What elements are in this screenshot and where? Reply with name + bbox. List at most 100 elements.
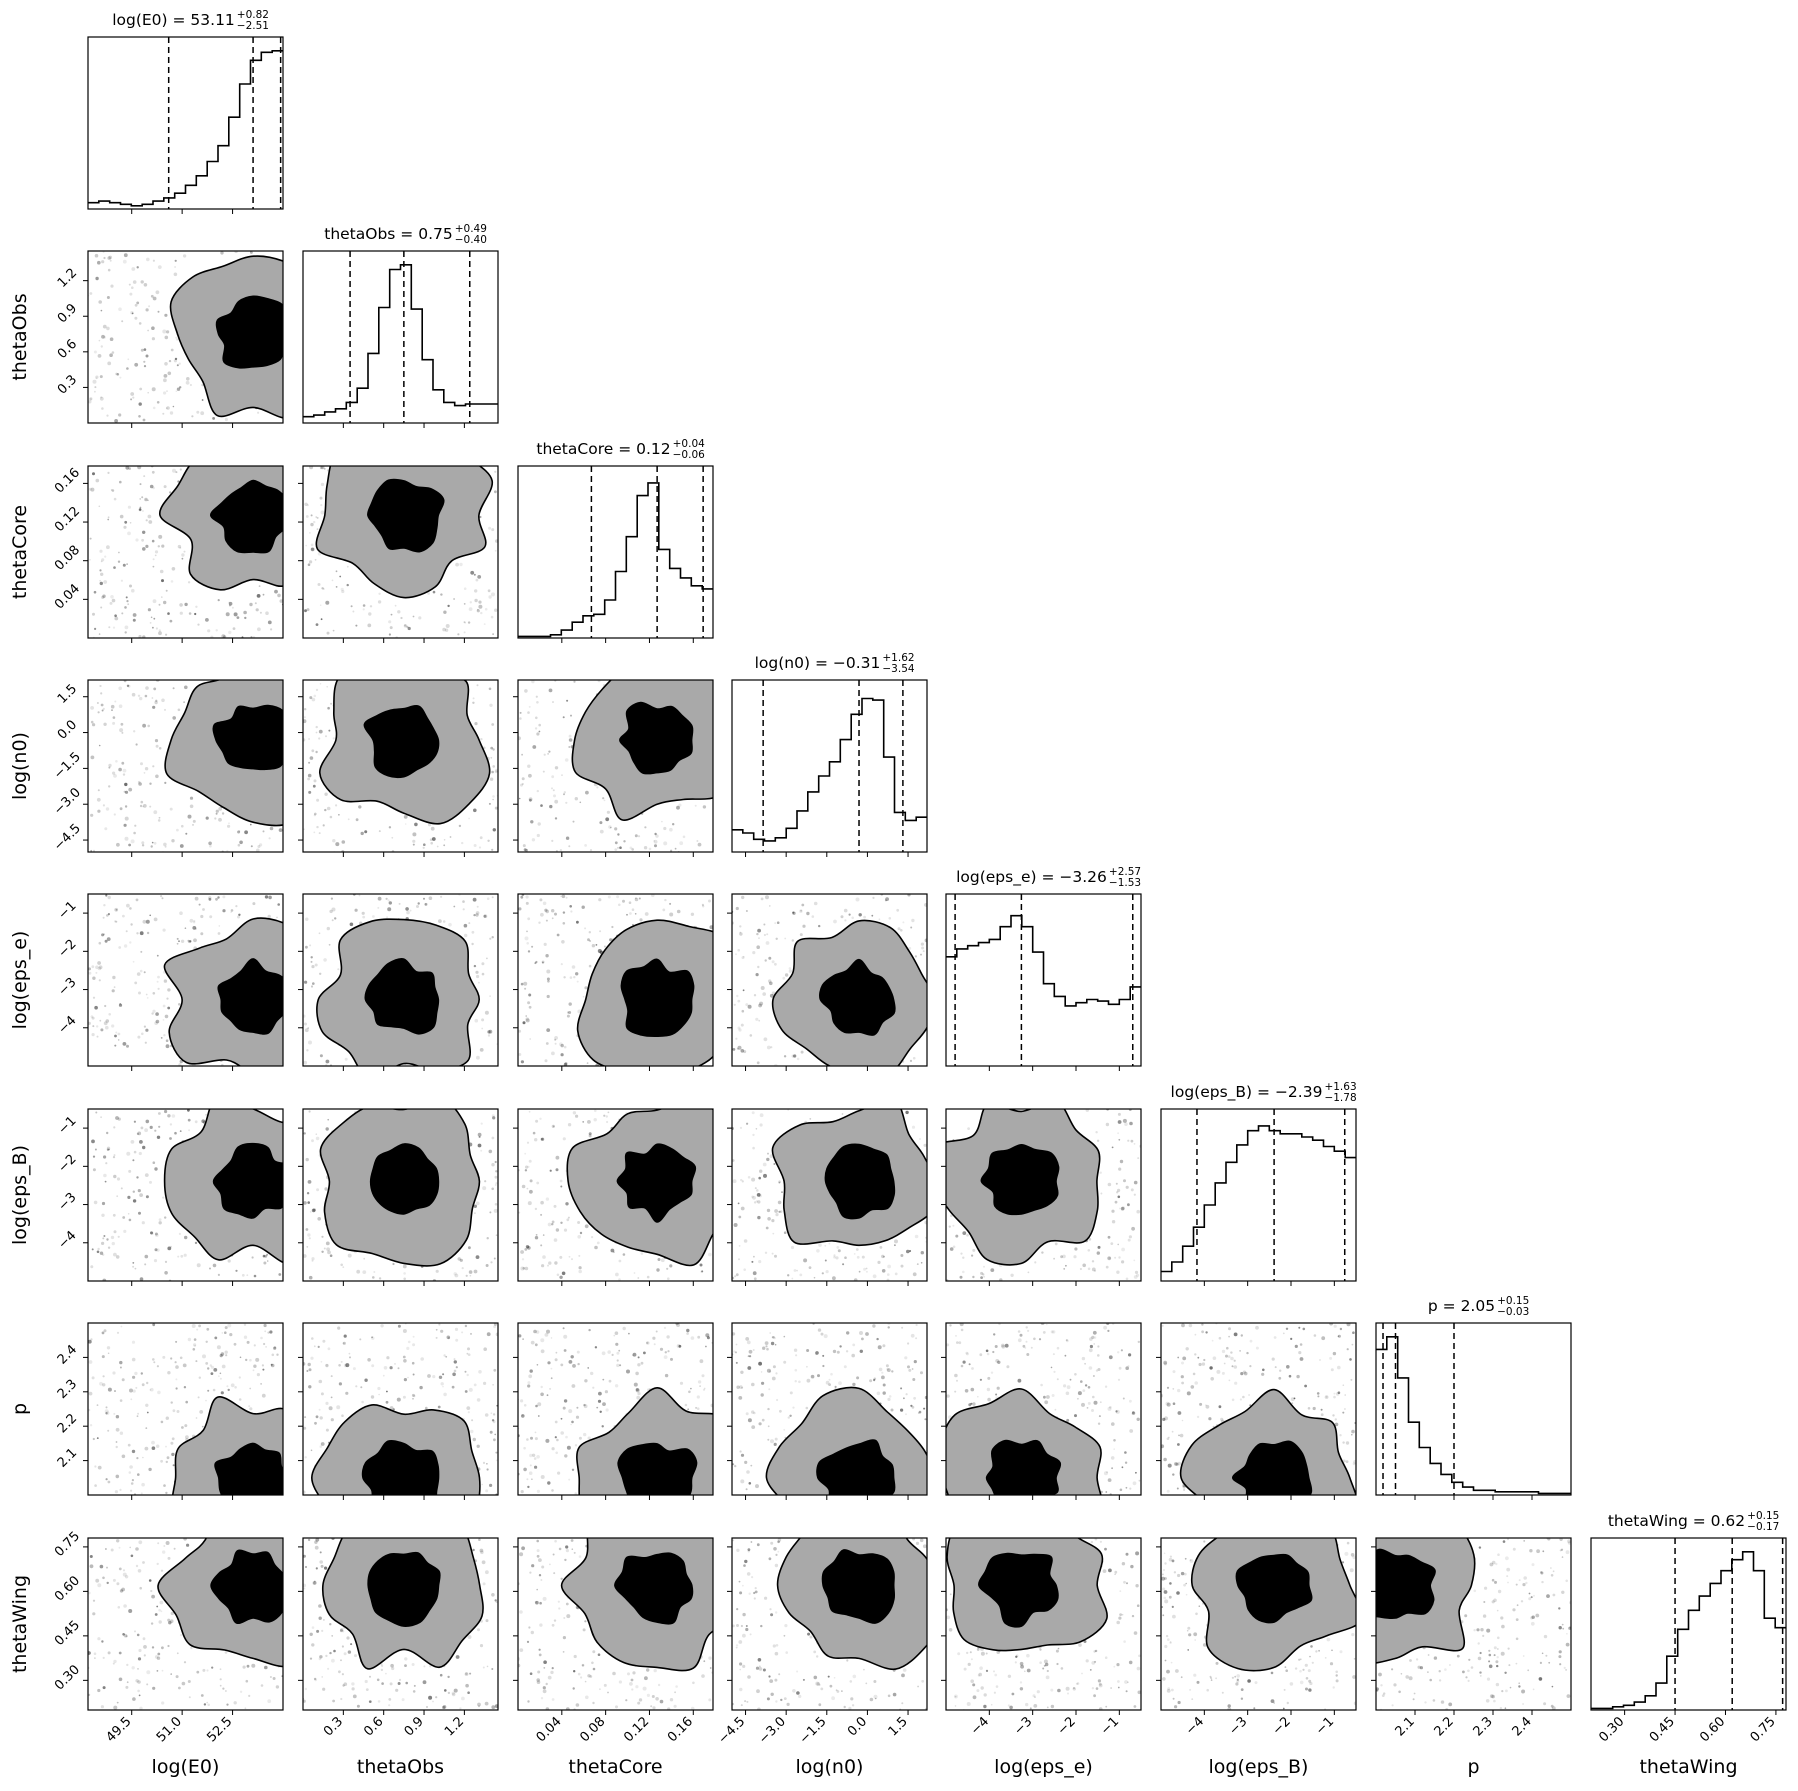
sample-point [487, 1030, 491, 1034]
sample-point [92, 379, 97, 384]
contour-panel-log(n0)-vs-thetaCore [513, 679, 714, 857]
sample-point [196, 1263, 201, 1268]
sample-point [224, 1350, 228, 1354]
sample-point [447, 604, 450, 608]
y-tick-label-thetaCore: 0.04 [52, 581, 83, 612]
sample-point [531, 838, 536, 842]
sample-point [428, 896, 433, 900]
sample-point [835, 1256, 839, 1260]
sample-point [525, 1165, 529, 1169]
sample-point [164, 708, 166, 711]
sample-point [124, 782, 128, 787]
sample-point [529, 798, 532, 802]
sample-point [733, 1003, 736, 1006]
sample-point [551, 909, 555, 913]
sample-point [163, 842, 167, 847]
sample-point [483, 914, 487, 918]
sample-point [745, 1003, 749, 1007]
sample-point [325, 1401, 329, 1405]
contour-panel-p-vs-log(E0): 2.12.22.32.4 [55, 1322, 284, 1500]
sample-point [163, 374, 168, 378]
sample-point [179, 611, 183, 615]
sample-point [166, 390, 168, 392]
sample-point [800, 909, 803, 912]
sample-point [219, 1372, 222, 1375]
sample-point [185, 380, 190, 385]
sample-point [529, 1453, 533, 1458]
axes-frame [945, 893, 1142, 1067]
sample-point [130, 839, 135, 844]
sample-point [315, 731, 318, 734]
sample-point [614, 1331, 619, 1335]
sample-point [563, 791, 566, 794]
sample-point [189, 796, 194, 800]
sample-point [595, 944, 598, 946]
sample-point [491, 770, 494, 774]
sample-point [479, 1048, 484, 1052]
sample-point [887, 1273, 890, 1276]
sample-point [949, 1247, 954, 1251]
y-tick-label-log(n0): −4.5 [51, 821, 84, 854]
sample-point [737, 1202, 740, 1205]
sample-point [371, 1336, 375, 1340]
sample-point [137, 1189, 141, 1193]
sample-point [131, 1340, 136, 1344]
sample-point [217, 1273, 220, 1276]
sample-point [548, 688, 553, 693]
title-thetaCore: thetaCore = 0.12 [536, 440, 670, 458]
sample-point [228, 604, 231, 607]
sample-point [760, 986, 765, 990]
sample-point [194, 1241, 198, 1245]
sample-point [115, 920, 118, 923]
sample-point [524, 987, 527, 990]
sample-point [390, 613, 393, 616]
sample-point [669, 912, 674, 917]
sample-point [472, 697, 475, 700]
sample-point [1116, 1270, 1120, 1274]
sample-point [464, 933, 468, 938]
sample-point [136, 972, 141, 976]
sample-point [788, 967, 792, 970]
sample-point [115, 1116, 119, 1120]
sample-point [232, 627, 236, 630]
sample-point [126, 684, 130, 687]
sample-point [169, 807, 173, 811]
sample-point [172, 716, 176, 720]
contour-inner [363, 705, 440, 779]
sample-point [737, 948, 740, 952]
sample-point [114, 616, 119, 621]
sample-point [546, 977, 550, 981]
sample-point [635, 1388, 639, 1392]
sample-point [155, 627, 158, 630]
sample-point [314, 1421, 317, 1425]
sample-point [536, 1489, 541, 1493]
sample-point [861, 1255, 865, 1259]
sample-point [593, 1118, 597, 1122]
sample-point [1091, 1260, 1095, 1263]
sample-point [894, 1244, 896, 1247]
sample-point [131, 267, 136, 271]
sample-point [262, 830, 265, 833]
sample-point [262, 593, 265, 596]
sample-point [573, 680, 576, 683]
sample-point [265, 611, 269, 615]
sample-point [119, 1366, 122, 1369]
sample-point [174, 1361, 177, 1364]
sample-point [171, 1437, 175, 1441]
sample-point [464, 621, 466, 624]
sample-point [389, 626, 393, 630]
sample-point [207, 1389, 210, 1392]
sample-point [169, 411, 174, 415]
sample-point [131, 588, 135, 593]
panel-content [303, 251, 498, 423]
sample-point [738, 1028, 742, 1032]
sample-point [759, 1001, 764, 1006]
sample-point [319, 1054, 323, 1058]
sample-point [766, 1045, 771, 1050]
sample-point [145, 1403, 149, 1408]
sample-point [160, 895, 163, 898]
sample-point [521, 777, 525, 781]
sample-point [1133, 1193, 1136, 1196]
sample-point [588, 1328, 591, 1332]
sample-point [119, 807, 123, 811]
